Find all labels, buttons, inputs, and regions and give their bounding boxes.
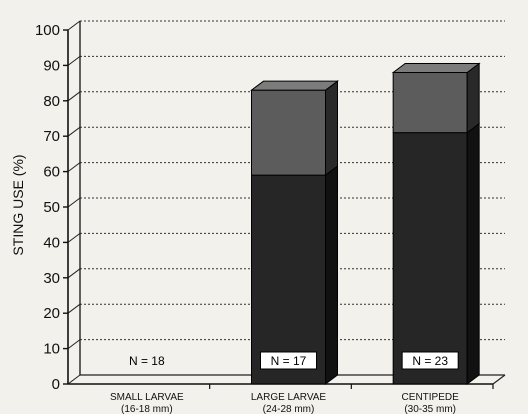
bar-2-segment-0-side	[466, 122, 480, 385]
x-category-label: LARGE LARVAE	[251, 392, 327, 403]
floor-right-edge	[492, 374, 506, 385]
bar-2-segment-1-side	[466, 62, 480, 134]
tick-connector	[67, 126, 81, 137]
n-label: N = 23	[412, 354, 448, 368]
tick-connector	[67, 20, 81, 31]
n-label-box	[260, 351, 317, 370]
y-tick-label: 30	[43, 270, 60, 287]
y-tick-label: 100	[35, 22, 60, 39]
x-category-range: (30-35 mm)	[404, 404, 456, 414]
y-tick-label: 40	[43, 234, 60, 251]
y-tick-label: 20	[43, 305, 60, 322]
tick-connector	[67, 339, 81, 350]
bar-1-segment-1	[251, 89, 326, 176]
y-tick-label: 50	[43, 199, 60, 216]
n-label: N = 18	[129, 354, 165, 368]
y-tick-label: 90	[43, 57, 60, 74]
n-label: N = 17	[271, 354, 307, 368]
tick-connector	[67, 56, 81, 66]
y-axis-label: STING USE (%)	[10, 154, 26, 255]
bar-1-segment-0	[251, 174, 326, 385]
tick-connector	[67, 162, 81, 173]
x-category-range: (24-28 mm)	[263, 404, 315, 414]
bar-1-segment-1-side	[325, 80, 338, 177]
bar-2-segment-0	[392, 132, 468, 385]
y-tick-label: 70	[43, 128, 60, 145]
tick-connector	[67, 91, 81, 102]
bar-1-segment-0-side	[325, 165, 338, 385]
y-tick-label: 0	[52, 376, 60, 393]
bars	[250, 62, 481, 385]
x-category-label: CENTIPEDE	[402, 392, 460, 403]
n-label-box	[401, 351, 459, 370]
bar-2-segment-1	[392, 71, 468, 134]
y-tick-label: 10	[43, 341, 60, 358]
labels: 0 10 20 30 40 50 60 70 80 90 100 N = 18 SMALL LARVAE…	[35, 22, 459, 414]
y-tick-label: 80	[43, 93, 60, 110]
y-tick-label: 60	[43, 164, 60, 181]
x-category-range: (16-18 mm)	[121, 404, 173, 414]
tick-connector	[67, 374, 81, 385]
tick-connector	[67, 197, 81, 208]
tick-connector	[67, 303, 81, 314]
tick-connector	[67, 232, 81, 243]
bar-2-top	[391, 62, 481, 73]
bar-1-top	[250, 80, 339, 91]
x-category-label: SMALL LARVAE	[110, 392, 184, 403]
tick-connector	[67, 268, 81, 279]
